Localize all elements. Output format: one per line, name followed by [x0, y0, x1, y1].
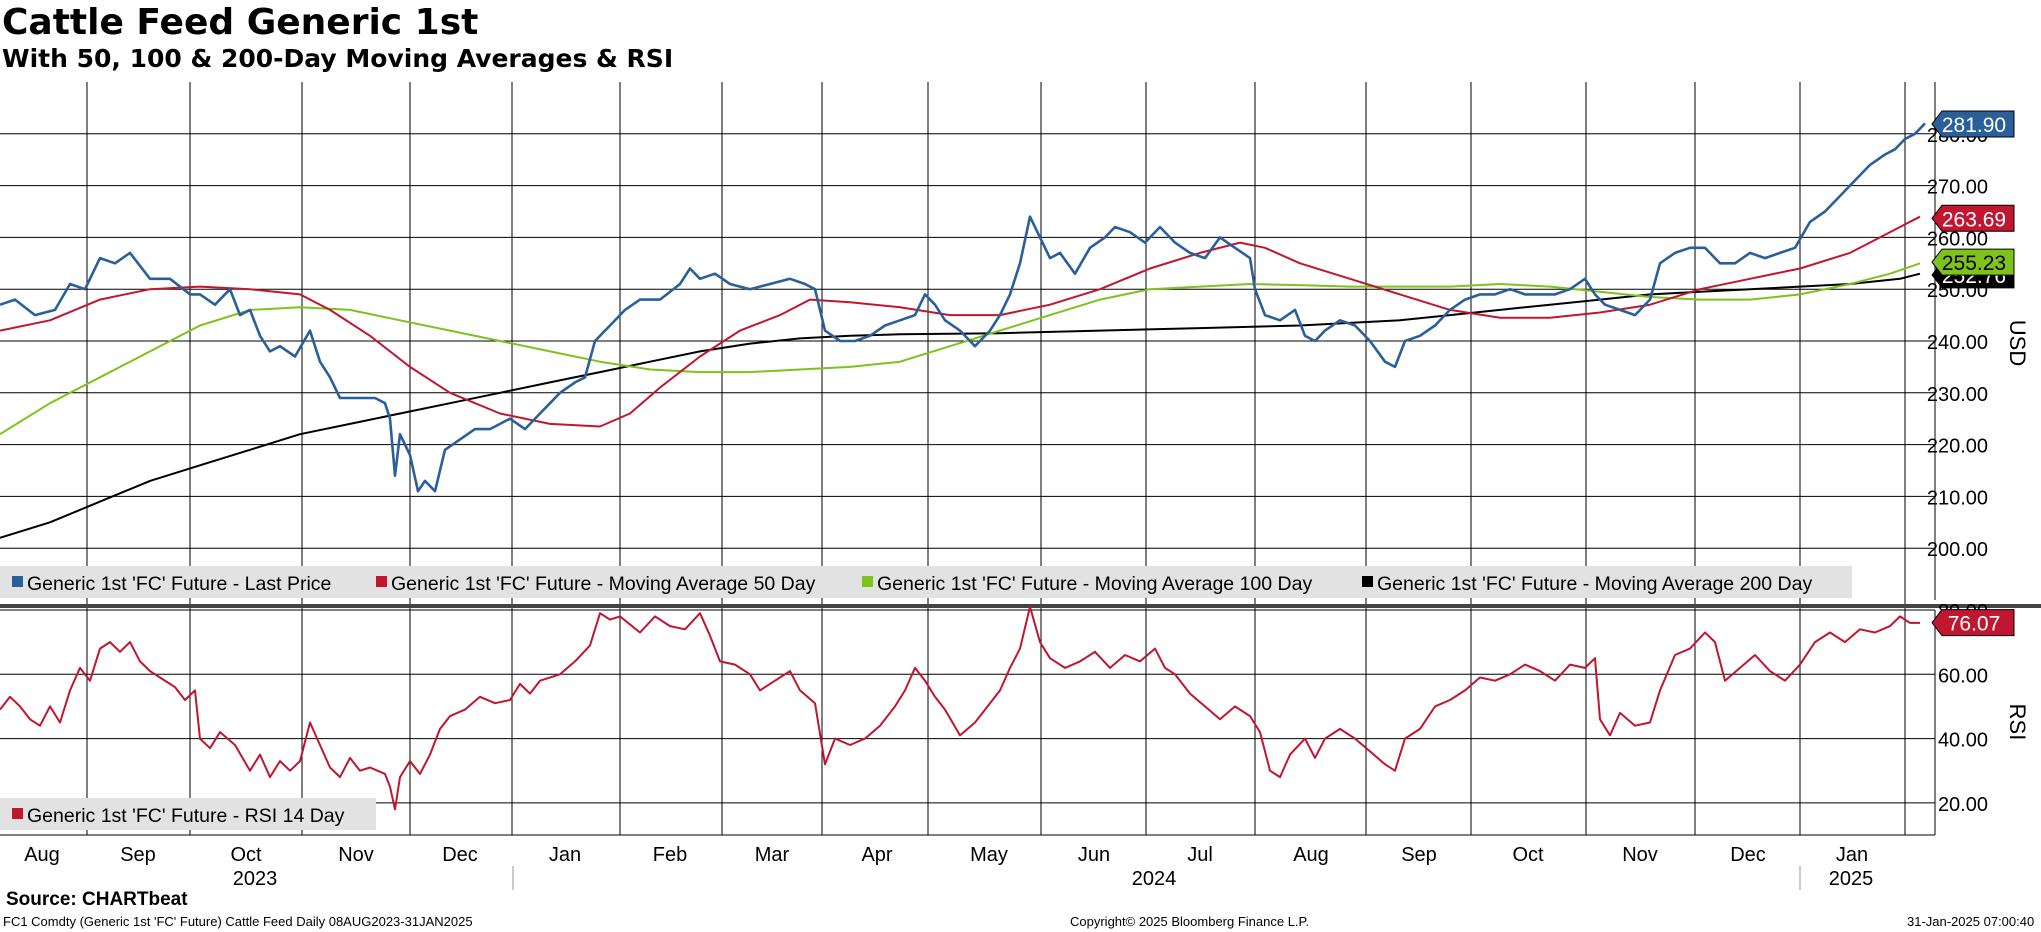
- legend-label-ma50: Generic 1st 'FC' Future - Moving Average…: [391, 573, 816, 595]
- last-price-last-value: 281.90: [1942, 114, 2006, 137]
- ma100-last-value-box: [1931, 248, 2015, 276]
- legend-label-rsi: Generic 1st 'FC' Future - RSI 14 Day: [27, 805, 345, 827]
- x-month-label: Nov: [1622, 844, 1658, 866]
- x-month-label: Dec: [442, 844, 478, 866]
- x-month-label: Oct: [230, 844, 262, 866]
- x-month-label: Feb: [653, 844, 687, 866]
- x-month-label: Jan: [1836, 844, 1868, 866]
- last-price-last-value-box: [1931, 110, 2015, 138]
- x-month-label: Aug: [1293, 844, 1329, 866]
- ma50-line: [0, 215, 1921, 428]
- last-price-line: [0, 122, 1926, 493]
- x-month-label: Jul: [1187, 844, 1213, 866]
- ma100-line: [0, 262, 1921, 436]
- x-month-label: Mar: [755, 844, 790, 866]
- price-y-axis-label: USD: [2005, 320, 2030, 366]
- ma50-last-value: 263.69: [1942, 208, 2006, 231]
- footer-copyright: Copyright© 2025 Bloomberg Finance L.P.: [1070, 914, 1310, 929]
- legend-swatch-price: [12, 576, 23, 587]
- x-axis: Aug Sep Oct Nov Dec Jan Feb Mar Apr May Jun Jul Aug S…: [0, 834, 1935, 890]
- price-ytick-label: 230.00: [1927, 384, 1988, 406]
- footer-timestamp: 31-Jan-2025 07:00:40: [1907, 914, 2035, 929]
- x-month-label: Sep: [1401, 844, 1437, 866]
- x-month-label: Jan: [549, 844, 581, 866]
- legend-label-ma100: Generic 1st 'FC' Future - Moving Average…: [877, 573, 1312, 595]
- x-year-label: 2023: [233, 868, 278, 890]
- rsi-last-value: 76.07: [1948, 613, 2001, 636]
- chart-subtitle: With 50, 100 & 200-Day Moving Averages &…: [2, 44, 674, 73]
- price-ytick-label: 200.00: [1927, 539, 1988, 561]
- rsi-line: [0, 605, 1920, 811]
- rsi-ytick-label: 20.00: [1938, 794, 1988, 816]
- price-ytick-label: 260.00: [1927, 228, 1988, 250]
- price-legend: Generic 1st 'FC' Future - Last Price Gene…: [0, 566, 1852, 598]
- legend-swatch-ma50: [376, 576, 387, 587]
- price-panel: 200.00210.00220.00230.00240.00250.00260.…: [0, 82, 2030, 600]
- footer-security-info: FC1 Comdty (Generic 1st 'FC' Future) Cat…: [3, 914, 473, 929]
- legend-swatch-rsi: [12, 808, 23, 819]
- rsi-legend: Generic 1st 'FC' Future - RSI 14 Day: [0, 798, 376, 830]
- x-month-label: Dec: [1730, 844, 1766, 866]
- rsi-y-axis-label: RSI: [2005, 704, 2030, 741]
- legend-label-price: Generic 1st 'FC' Future - Last Price: [27, 573, 331, 595]
- rsi-ytick-label: 40.00: [1938, 730, 1988, 752]
- x-year-label: 2024: [1132, 868, 1177, 890]
- x-month-label: Aug: [24, 844, 60, 866]
- x-month-label: Apr: [861, 844, 892, 866]
- ma100-last-value: 255.23: [1942, 252, 2006, 275]
- x-month-label: Oct: [1512, 844, 1544, 866]
- rsi-ytick-label: 60.00: [1938, 665, 1988, 687]
- price-ytick-label: 210.00: [1927, 487, 1988, 509]
- legend-label-ma200: Generic 1st 'FC' Future - Moving Average…: [1377, 573, 1812, 595]
- x-month-label: Nov: [338, 844, 374, 866]
- legend-swatch-ma200: [1362, 576, 1373, 587]
- price-ytick-label: 240.00: [1927, 332, 1988, 354]
- panel-separator: [0, 604, 2041, 608]
- ma50-last-value-box: [1931, 204, 2015, 232]
- source-note: Source: CHARTbeat: [6, 889, 188, 910]
- grid-lines: [86, 82, 1906, 835]
- x-month-label: May: [970, 844, 1008, 866]
- ma200-line: [0, 272, 1921, 539]
- price-ytick-label: 220.00: [1927, 436, 1988, 458]
- legend-swatch-ma100: [862, 576, 873, 587]
- rsi-legend-background: [0, 798, 376, 830]
- price-legend-background: [0, 566, 1852, 598]
- x-month-label: Sep: [120, 844, 156, 866]
- x-month-label: Jun: [1078, 844, 1110, 866]
- rsi-last-value-box: [1931, 609, 2015, 637]
- chart-title: Cattle Feed Generic 1st: [2, 2, 479, 43]
- price-ytick-label: 270.00: [1927, 177, 1988, 199]
- x-year-label: 2025: [1829, 868, 1874, 890]
